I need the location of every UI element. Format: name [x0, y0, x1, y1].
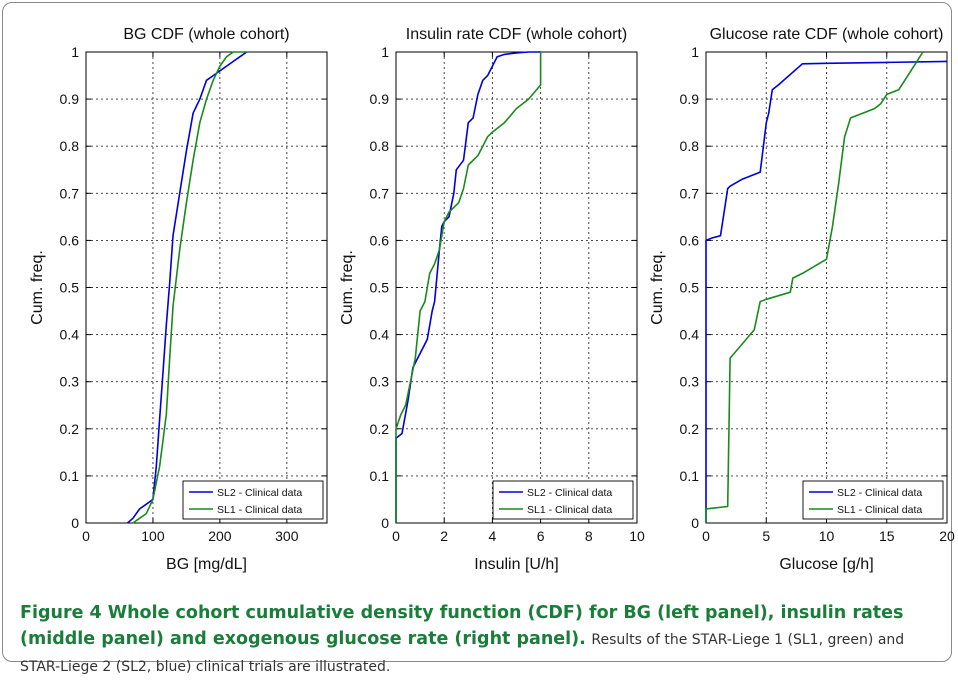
x-axis-label: Glucose [g/h] [779, 556, 873, 573]
y-tick-label: 0.6 [60, 232, 80, 248]
y-tick-label: 1 [691, 44, 699, 60]
x-tick-label: 15 [879, 528, 895, 544]
y-tick-label: 0.1 [680, 468, 700, 484]
y-tick-label: 0.7 [370, 185, 390, 201]
figure-panels: BG CDF (whole cohort) 0 100 200 300 0 0.1 0.2 0.… [29, 26, 955, 573]
sl2-cdf-line [395, 51, 541, 523]
y-tick-label: 0.3 [370, 374, 390, 390]
y-tick-label: 0.6 [370, 232, 390, 248]
y-tick-label: 0 [381, 515, 389, 531]
y-tick-label: 0.1 [370, 468, 390, 484]
x-tick-label: 10 [819, 528, 835, 544]
insulin-cdf-chart: Insulin rate CDF (whole cohort) 0 2 4 6 8 10 0 0… [339, 26, 645, 573]
legend-box [492, 480, 634, 520]
x-axis-label: Insulin [U/h] [474, 556, 558, 573]
x-tick-label: 0 [392, 528, 400, 544]
x-axis-label: BG [mg/dL] [166, 556, 247, 573]
y-tick-label: 0.4 [680, 327, 700, 343]
x-tick-label: 20 [939, 528, 955, 544]
legend-label-sl1: SL1 - Clinical data [217, 504, 302, 516]
x-tick-label: 100 [141, 528, 165, 544]
legend-label-sl1: SL1 - Clinical data [527, 504, 612, 516]
y-axis-label: Cum. freq. [29, 250, 46, 325]
y-tick-label: 0.9 [60, 91, 80, 107]
y-tick-label: 0.7 [680, 185, 700, 201]
figure-caption: Figure 4 Whole cohort cumulative density… [20, 600, 940, 680]
x-tick-label: 4 [489, 528, 497, 544]
y-tick-label: 0.9 [370, 91, 390, 107]
x-tick-label: 0 [702, 528, 710, 544]
x-tick-label: 8 [585, 528, 593, 544]
legend-box [802, 480, 944, 520]
x-tick-label: 300 [275, 528, 299, 544]
y-tick-label: 0.1 [60, 468, 80, 484]
y-tick-label: 0.3 [60, 374, 80, 390]
y-tick-label: 0.8 [680, 138, 700, 154]
sl1-cdf-line [395, 52, 542, 523]
y-tick-label: 0 [691, 515, 699, 531]
y-tick-label: 0.9 [680, 91, 700, 107]
legend-label-sl2: SL2 - Clinical data [217, 487, 302, 499]
y-tick-label: 0.8 [370, 138, 390, 154]
x-tick-label: 10 [629, 528, 645, 544]
sl1-cdf-line [132, 51, 247, 524]
x-tick-label: 6 [537, 528, 545, 544]
y-tick-label: 0.7 [60, 185, 80, 201]
y-tick-label: 0.2 [60, 421, 80, 437]
glucose-cdf-chart: Glucose rate CDF (whole cohort)0 5 10 15 200… [649, 26, 955, 573]
y-tick-label: 0 [71, 515, 79, 531]
y-axis-label: Cum. freq. [339, 250, 356, 325]
x-tick-label: 5 [762, 528, 770, 544]
y-tick-label: 0.3 [680, 374, 700, 390]
y-tick-label: 0.5 [370, 280, 390, 296]
y-axis-label: Cum. freq. [649, 250, 666, 325]
y-tick-label: 0.6 [680, 232, 700, 248]
y-tick-label: 0.2 [370, 421, 390, 437]
legend-label-sl1: SL1 - Clinical data [837, 504, 922, 516]
x-tick-label: 200 [208, 528, 232, 544]
y-tick-label: 0.2 [680, 421, 700, 437]
caption-title: Figure 4 Whole cohort cumulative density… [20, 603, 904, 649]
x-tick-label: 2 [440, 528, 448, 544]
y-tick-label: 0.5 [60, 280, 80, 296]
sl2-cdf-line [705, 60, 948, 523]
sl1-cdf-line [705, 51, 924, 523]
y-tick-label: 1 [381, 44, 389, 60]
y-tick-label: 1 [71, 44, 79, 60]
legend-label-sl2: SL2 - Clinical data [837, 487, 922, 499]
y-tick-label: 0.4 [370, 327, 390, 343]
legend-label-sl2: SL2 - Clinical data [527, 487, 612, 499]
sl2-cdf-line [126, 51, 248, 524]
legend-box [182, 480, 324, 520]
chart-title: Insulin rate CDF (whole cohort) [406, 26, 627, 43]
y-tick-label: 0.4 [60, 327, 80, 343]
figure-frame [2, 2, 952, 662]
y-tick-label: 0.8 [60, 138, 80, 154]
bg-cdf-chart: BG CDF (whole cohort) 0 100 200 300 0 0.1 0.2 0.… [29, 26, 328, 573]
chart-title: Glucose rate CDF (whole cohort) [710, 26, 944, 43]
y-tick-label: 0.5 [680, 280, 700, 296]
x-tick-label: 0 [82, 528, 90, 544]
chart-title: BG CDF (whole cohort) [123, 26, 289, 43]
